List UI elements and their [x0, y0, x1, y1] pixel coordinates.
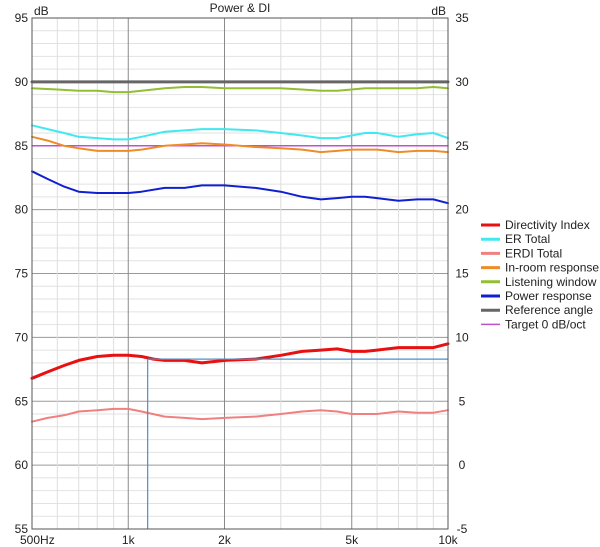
series-layer	[30, 80, 450, 423]
legend-label: Target 0 dB/oct	[505, 317, 586, 331]
right-tick-label: -5	[457, 522, 468, 536]
x-axis-ticks: 500Hz 1k 2k 5k 10k	[20, 533, 459, 547]
left-tick-label: 60	[15, 458, 29, 472]
x-tick-label: 500Hz	[20, 533, 55, 547]
right-tick-label: 30	[455, 75, 469, 89]
right-tick-label: 0	[459, 458, 466, 472]
left-tick-label: 55	[15, 522, 29, 536]
legend-label: Reference angle	[505, 303, 593, 317]
legend-label: ER Total	[505, 232, 550, 246]
right-axis-unit: dB	[431, 4, 446, 18]
left-tick-label: 80	[15, 203, 29, 217]
series-line-listening-window	[31, 86, 449, 94]
right-tick-label: 10	[455, 330, 469, 344]
legend-label: Directivity Index	[505, 218, 590, 232]
left-tick-label: 85	[15, 139, 29, 153]
right-tick-label: 25	[455, 139, 469, 153]
series-line-power-response	[31, 170, 449, 205]
left-axis-unit: dB	[34, 4, 49, 18]
left-axis-ticks: 55 60 65 70 75 80 85 90 95	[15, 11, 29, 536]
right-tick-label: 20	[455, 203, 469, 217]
cursor	[147, 358, 448, 529]
legend-label: Power response	[505, 289, 592, 303]
plot-frame	[31, 17, 449, 530]
right-tick-label: 35	[455, 11, 469, 25]
left-tick-label: 70	[15, 330, 29, 344]
legend-label: In-room response	[505, 261, 599, 275]
legend-label: ERDI Total	[505, 246, 562, 260]
right-axis-ticks: -5 0 5 10 15 20 25 30 35	[455, 11, 469, 536]
x-tick-label: 1k	[122, 533, 136, 547]
x-tick-label: 2k	[218, 533, 232, 547]
series-line-erdi-total	[31, 407, 449, 423]
legend-label: Listening window	[505, 275, 597, 289]
left-tick-label: 75	[15, 267, 29, 281]
right-tick-label: 5	[459, 394, 466, 408]
series-line-er-total	[31, 124, 449, 141]
series-line-directivity-index	[30, 342, 450, 380]
series-line-in-room-response	[31, 135, 449, 154]
chart-title: Power & DI	[210, 1, 271, 15]
grid	[32, 18, 448, 529]
left-tick-label: 65	[15, 394, 29, 408]
left-tick-label: 90	[15, 75, 29, 89]
right-tick-label: 15	[455, 267, 469, 281]
left-tick-label: 95	[15, 11, 29, 25]
x-tick-label: 5k	[345, 533, 359, 547]
x-tick-label: 10k	[438, 533, 458, 547]
